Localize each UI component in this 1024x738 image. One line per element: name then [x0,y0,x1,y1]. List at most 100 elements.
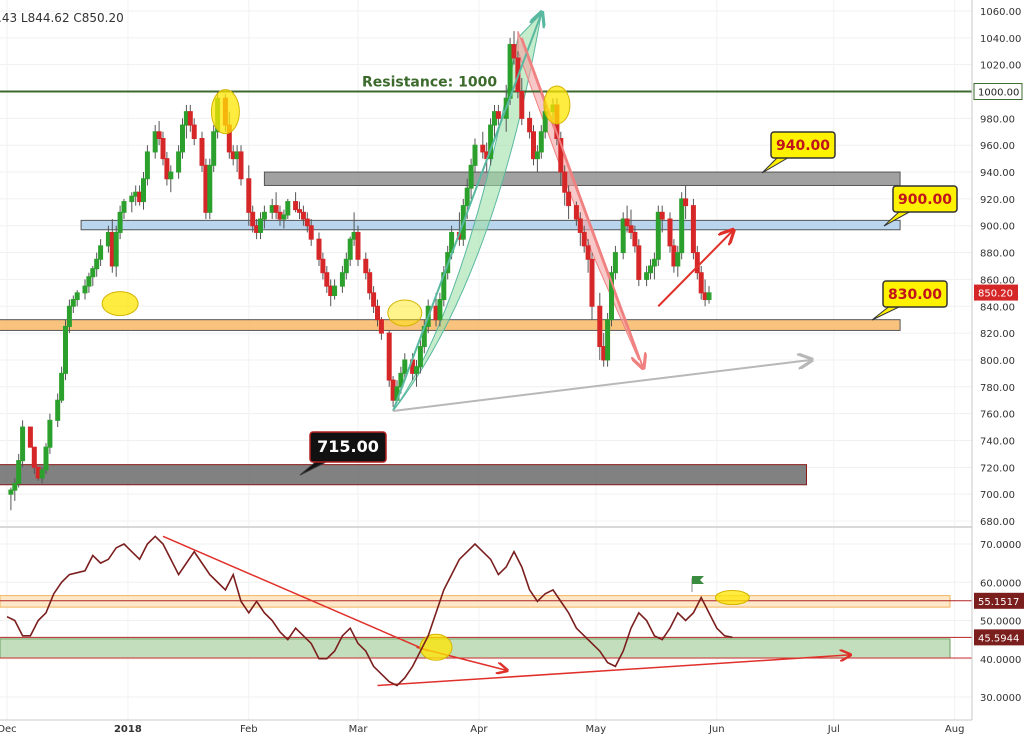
candle-down [480,144,486,153]
resistance-axis-label: 1000.00 [978,88,1019,99]
candle-up [347,238,353,260]
candle-up [285,201,291,216]
candle-down [690,205,696,254]
candle-down [160,138,166,160]
candle-up [655,211,661,260]
panel-separator [0,526,972,528]
candle-down [581,231,587,247]
candle-down [585,245,591,260]
price-tick-label: 740.00 [980,436,1015,447]
candle-up [168,171,174,180]
candle-up [98,245,104,260]
candle-down [558,138,564,173]
rsi-tick-label: 50.0000 [980,617,1021,628]
price-tick-label: 680.00 [980,517,1015,528]
candle-up [86,276,92,287]
downtrend-channel [517,30,640,361]
candle-up [82,285,88,294]
candle-up [121,201,127,213]
candle-up [414,366,419,374]
candle-down [386,332,392,381]
highlight-ellipse-may [543,85,571,125]
candle-down [31,446,37,468]
zone-715 [0,464,808,486]
candle-up [332,285,338,297]
candle-down [199,138,205,166]
ohlc-readout: .43 L844.62 C850.20 [0,11,124,25]
candle-up [129,195,135,203]
date-tick-label: Aug [945,724,965,735]
candle-up [258,218,263,233]
rsi-band-upper [0,595,951,608]
candle-up [144,151,150,180]
price-tick-label: 760.00 [980,410,1015,421]
candle-down [632,231,638,247]
candle-down [203,164,209,213]
candle-down [164,158,170,180]
rsi-downtrend-line [162,535,429,652]
date-tick-label: Mar [349,724,369,735]
candle-up [74,292,80,301]
candle-down [156,131,162,140]
date-tick-label: May [586,724,607,735]
price-tick-label: 980.00 [980,114,1015,125]
rsi-tick-label: 40.0000 [980,655,1021,666]
candle-up [117,211,123,233]
candle-up [12,482,18,491]
candle-up [620,218,626,254]
candle-down [238,151,244,180]
candle-down [562,171,568,193]
rsi-value-tag [974,592,1024,609]
price-grid [0,0,972,720]
last-price-tag [974,284,1018,301]
candle-up [398,372,404,388]
candles [8,31,712,511]
zone-830 [0,319,901,331]
candle-up [180,124,185,153]
rsi-grid [0,543,972,698]
candle-up [281,214,287,220]
highlight-ellipse-jan [101,291,139,317]
price-callout-box [309,431,387,463]
trend-lines [162,14,849,687]
candle-down [378,319,384,334]
candle-down [527,117,533,133]
price-callout-label: 715.00 [317,437,379,456]
rsi-band-lower [0,638,951,659]
price-tick-label: 960.00 [980,141,1015,152]
candle-down [308,225,314,240]
price-callout-box [770,131,836,159]
resistance-group: Resistance: 1000 [0,75,972,93]
candle-down [495,111,501,119]
candle-down [297,209,302,213]
candle-up [59,372,65,401]
highlight-ellipse-rsi-jun [714,590,750,606]
candle-down [27,426,33,448]
candle-up [472,144,478,166]
candle-down [191,124,197,140]
candle-down [320,258,326,274]
date-tick-label: Jun [708,724,725,735]
highlight-ellipse-rsi-apr [419,633,453,661]
candle-up [63,325,68,374]
candle-down [293,201,299,211]
price-tick-label: 1040.00 [980,34,1021,45]
candle-down [316,238,322,260]
price-callout-box [892,185,958,213]
price-callout-label: 940.00 [776,138,830,154]
price-tick-label: 820.00 [980,329,1015,340]
rsi-bands [0,595,972,659]
price-tick-label: 780.00 [980,383,1015,394]
candle-down [304,218,310,227]
candle-up [113,231,119,267]
candle-down [250,211,256,227]
candle-down [363,258,369,274]
candle-down [698,272,704,294]
candle-up [55,399,61,421]
candle-up [8,489,14,495]
candle-up [16,460,22,484]
price-callout-box [882,280,948,308]
candle-up [141,178,146,203]
rsi-value-label: 45.5944 [978,633,1019,644]
